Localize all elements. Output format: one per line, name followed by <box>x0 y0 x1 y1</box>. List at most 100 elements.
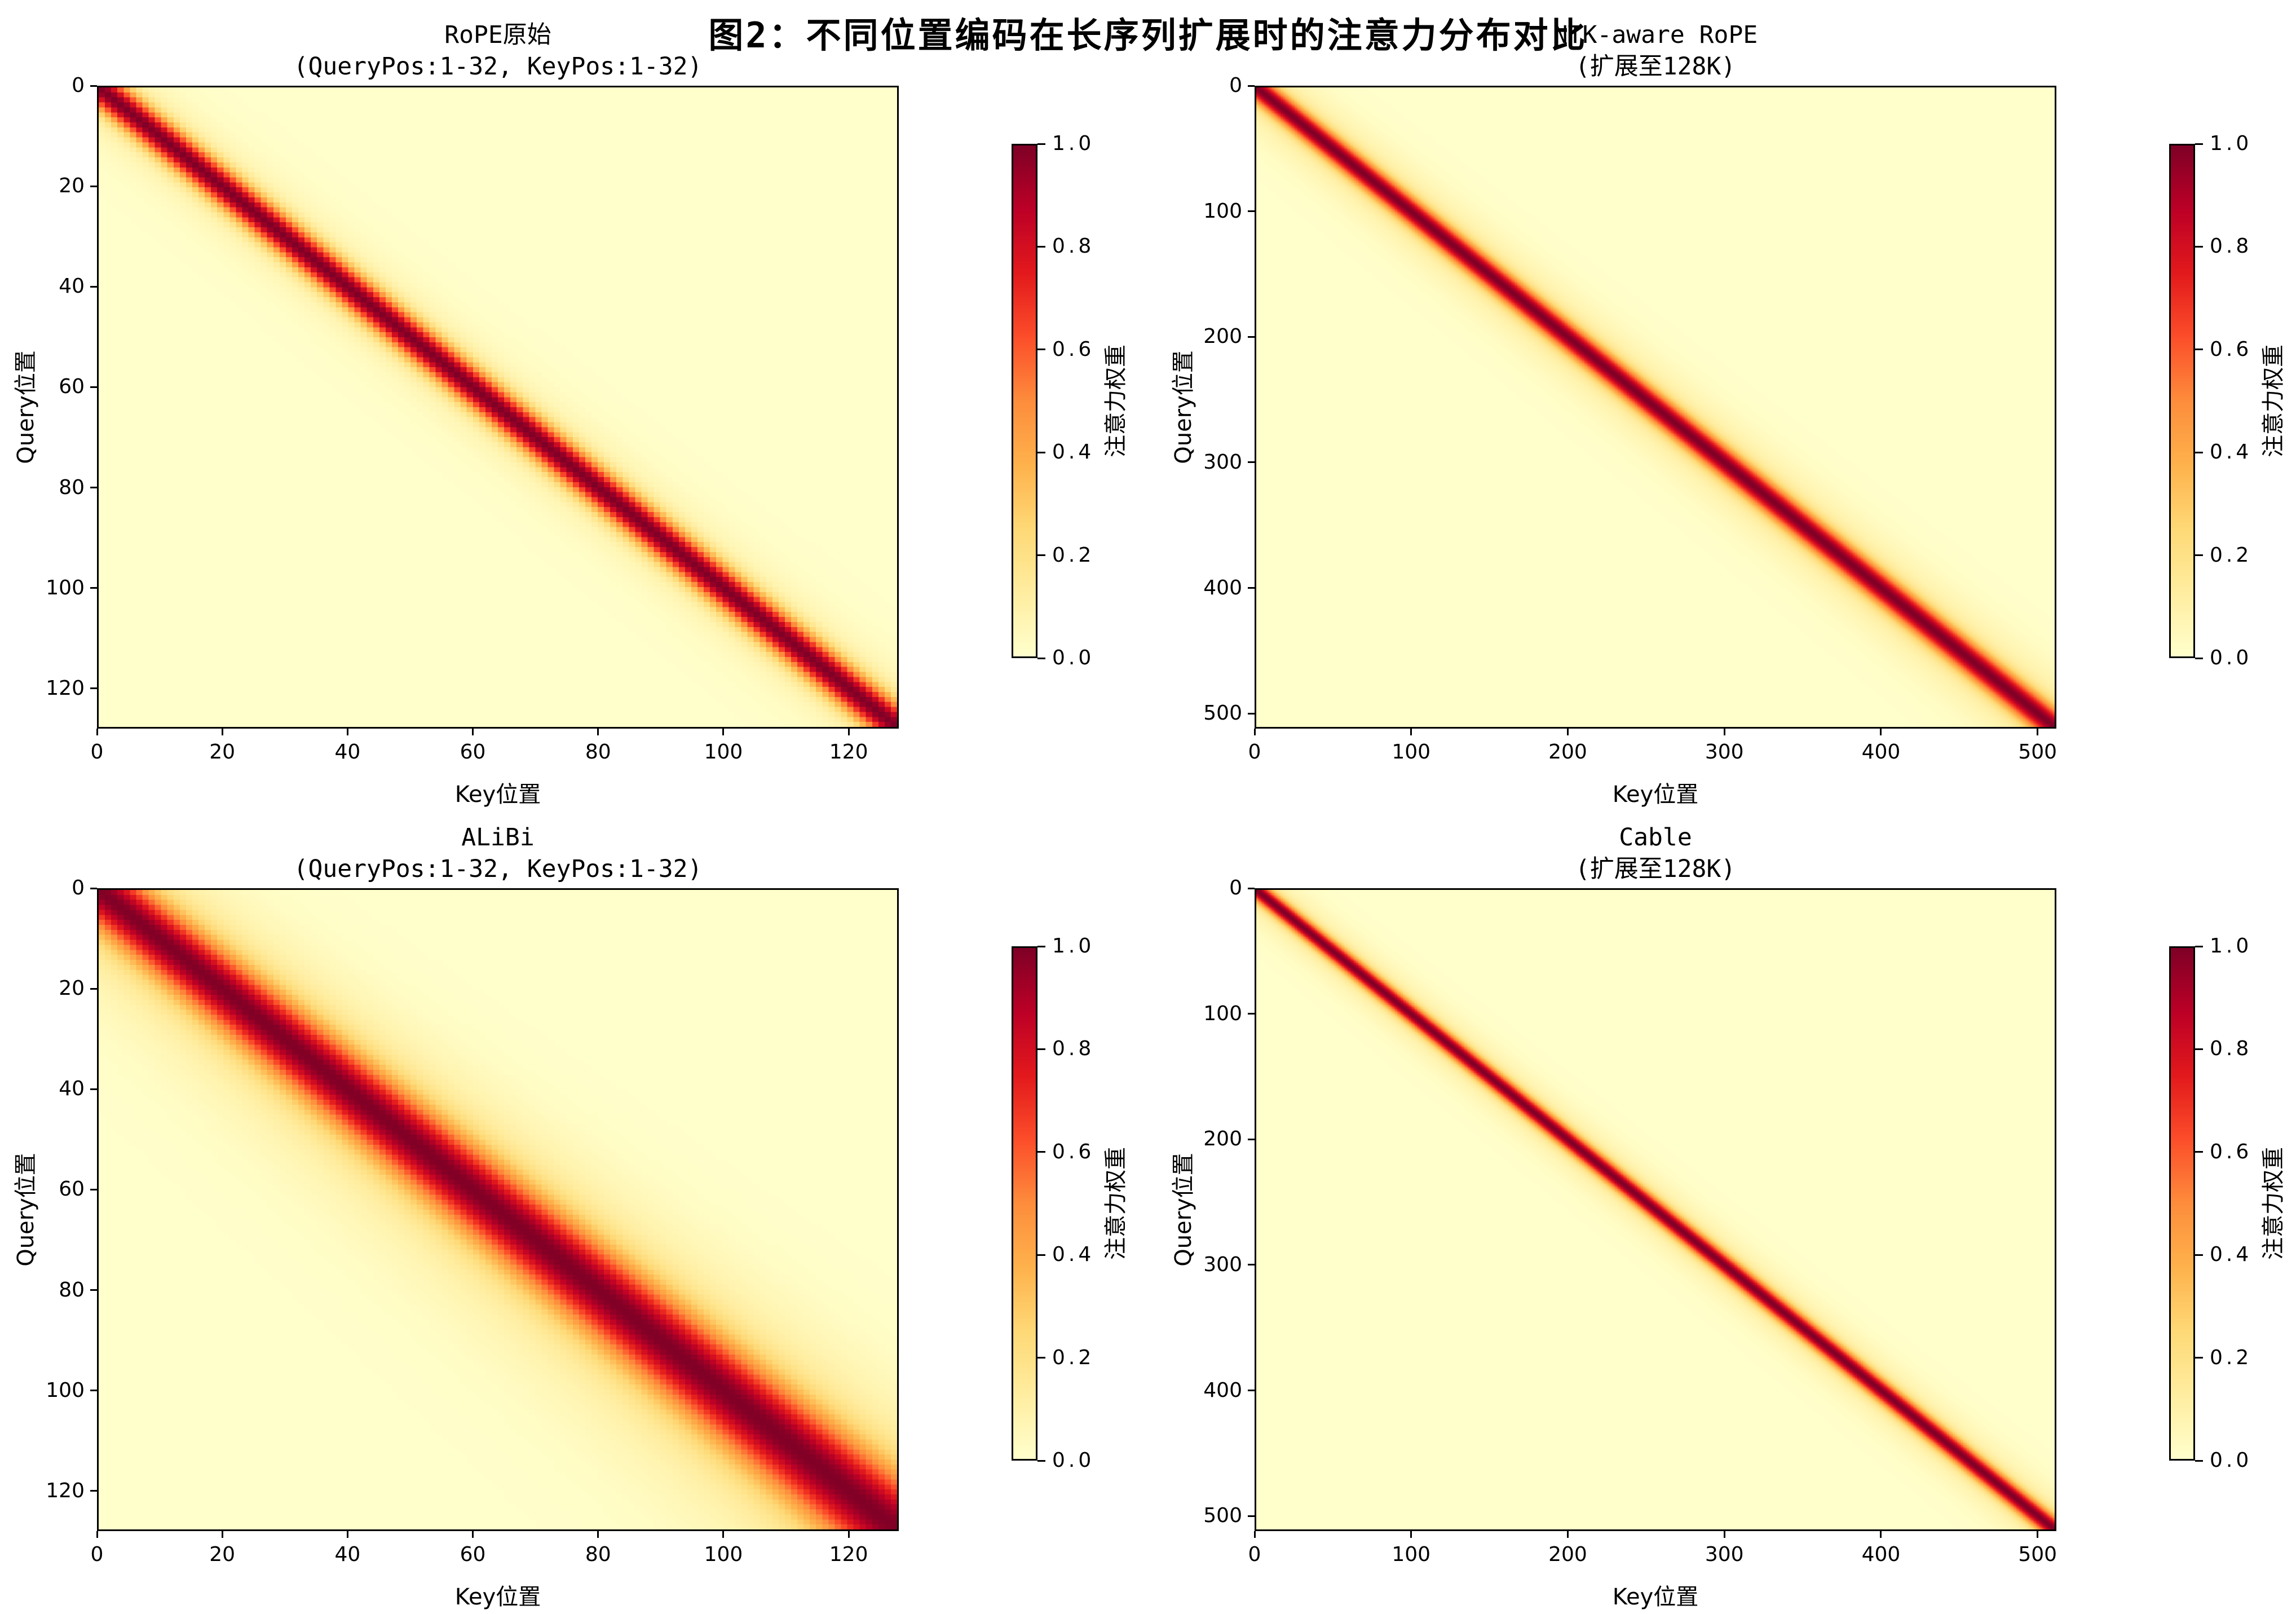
y-axis-label: Query位置 <box>1171 1153 1196 1267</box>
colorbar-tick-label: 0.8 <box>2210 1037 2253 1061</box>
x-tick-label: 400 <box>1861 740 1901 764</box>
y-tick-mark <box>1248 85 1255 87</box>
x-tick-label: 100 <box>1392 1543 1431 1566</box>
colorbar-tick-label: 0.8 <box>2210 235 2253 258</box>
colorbar-tick-label: 1.0 <box>2210 132 2253 155</box>
x-tick-mark <box>847 1531 850 1538</box>
x-tick-mark <box>2037 1531 2039 1538</box>
colorbar-tick-mark <box>1037 1357 1045 1359</box>
y-tick-mark <box>90 887 97 889</box>
colorbar-tick-mark <box>1037 245 1045 248</box>
y-tick-mark <box>90 1188 97 1190</box>
x-tick-mark <box>1253 1531 1256 1538</box>
x-tick-label: 100 <box>1392 740 1431 764</box>
colorbar-tick-label: 0.8 <box>1052 235 1095 258</box>
y-tick-mark <box>90 1390 97 1392</box>
colorbar-tick-label: 0.4 <box>1052 1243 1095 1267</box>
y-axis-label: Query位置 <box>13 350 39 464</box>
colorbar-tick-label: 0.6 <box>1052 337 1095 361</box>
x-tick-mark <box>722 1531 725 1538</box>
colorbar-tick-label: 0.2 <box>1052 543 1095 567</box>
colorbar-tick-mark <box>1037 657 1045 659</box>
colorbar-tick-label: 0.4 <box>1052 440 1095 464</box>
y-axis-label: Query位置 <box>13 1153 39 1267</box>
panel-title-block: RoPE原始 (QueryPos:1-32, KeyPos:1-32) <box>97 19 899 82</box>
x-tick-mark <box>722 729 725 735</box>
panel-subtitle: (扩展至128K) <box>1575 855 1736 883</box>
y-tick-mark <box>90 185 97 187</box>
colorbar-tick-label: 0.2 <box>2210 1346 2253 1369</box>
colorbar-tick-label: 0.0 <box>2210 1449 2253 1472</box>
x-tick-label: 300 <box>1705 1543 1744 1566</box>
panel-title-block: ALiBi (QueryPos:1-32, KeyPos:1-32) <box>97 822 899 885</box>
x-tick-label: 120 <box>829 1543 868 1566</box>
colorbar-tick-label: 1.0 <box>1052 934 1095 958</box>
x-tick-label: 200 <box>1548 740 1587 764</box>
y-tick-mark <box>1248 587 1255 589</box>
panel-subtitle: (扩展至128K) <box>1575 52 1736 81</box>
heatmap-canvas <box>1256 890 2055 1529</box>
y-tick-label: 100 <box>1203 199 1242 223</box>
colorbar-tick-label: 0.0 <box>2210 646 2253 669</box>
y-tick-mark <box>1248 336 1255 338</box>
heatmap-plot <box>1255 86 2056 729</box>
x-tick-label: 0 <box>90 1543 104 1566</box>
x-tick-label: 200 <box>1548 1543 1587 1566</box>
panel-subtitle: (QueryPos:1-32, KeyPos:1-32) <box>293 855 703 883</box>
x-tick-mark <box>346 1531 348 1538</box>
colorbar-tick-mark <box>2195 245 2203 248</box>
y-tick-mark <box>90 587 97 589</box>
x-tick-label: 20 <box>209 1543 236 1566</box>
y-tick-mark <box>1248 461 1255 464</box>
y-tick-mark <box>1248 887 1255 889</box>
x-tick-label: 120 <box>829 740 868 764</box>
x-tick-mark <box>96 729 98 735</box>
x-tick-mark <box>2037 729 2039 735</box>
colorbar-tick-mark <box>2195 945 2203 947</box>
colorbar-tick-mark <box>2195 1459 2203 1462</box>
colorbar-tick-mark <box>2195 143 2203 145</box>
y-tick-mark <box>90 285 97 288</box>
colorbar-tick-mark <box>1037 1459 1045 1462</box>
colorbar-tick-mark <box>1037 1048 1045 1050</box>
y-tick-label: 400 <box>1203 1378 1242 1402</box>
colorbar-label: 注意力权重 <box>2260 1147 2286 1260</box>
colorbar <box>2169 946 2195 1461</box>
y-tick-label: 120 <box>46 1479 85 1502</box>
colorbar-tick-mark <box>1037 1254 1045 1256</box>
y-tick-mark <box>1248 712 1255 715</box>
x-tick-label: 0 <box>1248 740 1261 764</box>
colorbar-label: 注意力权重 <box>2260 345 2286 457</box>
x-tick-mark <box>96 1531 98 1538</box>
colorbar <box>2169 144 2195 658</box>
x-tick-mark <box>221 1531 223 1538</box>
y-tick-label: 20 <box>59 174 85 198</box>
x-tick-label: 100 <box>704 1543 743 1566</box>
colorbar-canvas <box>1013 948 1036 1459</box>
y-tick-mark <box>90 1088 97 1090</box>
colorbar-tick-label: 0.0 <box>1052 1449 1095 1472</box>
x-tick-label: 40 <box>334 1543 361 1566</box>
x-tick-mark <box>472 729 474 735</box>
y-tick-mark <box>90 1490 97 1492</box>
colorbar-tick-label: 0.0 <box>1052 646 1095 669</box>
x-tick-mark <box>1566 729 1569 735</box>
colorbar-tick-mark <box>2195 1048 2203 1050</box>
x-tick-mark <box>597 729 599 735</box>
panel-title: RoPE原始 <box>444 21 551 49</box>
panel-title-block: Cable (扩展至128K) <box>1255 822 2056 885</box>
heatmap-canvas <box>1256 87 2055 727</box>
colorbar-tick-mark <box>2195 349 2203 351</box>
x-tick-mark <box>1880 729 1882 735</box>
colorbar-tick-label: 1.0 <box>1052 132 1095 155</box>
y-tick-mark <box>1248 1390 1255 1392</box>
y-tick-label: 200 <box>1203 325 1242 349</box>
y-tick-mark <box>1248 1515 1255 1517</box>
y-tick-label: 0 <box>72 876 85 899</box>
y-tick-label: 20 <box>59 977 85 1000</box>
colorbar-tick-mark <box>1037 143 1045 145</box>
y-tick-mark <box>90 85 97 87</box>
colorbar-tick-label: 1.0 <box>2210 934 2253 958</box>
y-tick-label: 80 <box>59 475 85 499</box>
